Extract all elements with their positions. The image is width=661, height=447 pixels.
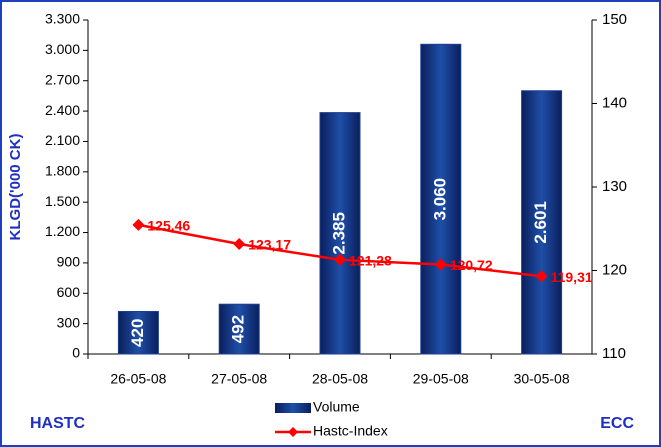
line-value-label: 125,46 bbox=[147, 218, 190, 234]
y2-tick-label: 150 bbox=[602, 11, 627, 28]
bar bbox=[521, 90, 563, 355]
y2-tick-label: 110 bbox=[602, 345, 626, 362]
bar-value-label: 492 bbox=[229, 315, 248, 343]
bar bbox=[420, 43, 462, 355]
point bbox=[434, 258, 447, 271]
y-tick-label: 2.700 bbox=[45, 71, 80, 87]
y-tick-label: 0 bbox=[72, 345, 80, 361]
y2-tick-label: 130 bbox=[602, 178, 627, 195]
legend-label: Hastc-Index bbox=[313, 423, 388, 439]
bar-value-label: 2.385 bbox=[329, 212, 348, 255]
bar bbox=[218, 303, 260, 355]
y-tick-label: 900 bbox=[57, 254, 81, 270]
legend-swatch bbox=[275, 403, 311, 413]
left-note: HASTC bbox=[30, 415, 86, 432]
bar bbox=[319, 112, 361, 355]
bar bbox=[117, 310, 159, 355]
point bbox=[535, 270, 548, 283]
x-tick-label: 30-05-08 bbox=[514, 371, 570, 387]
x-tick-label: 29-05-08 bbox=[413, 371, 469, 387]
line-value-label: 119,31 bbox=[551, 269, 593, 285]
bar-value-label: 3.060 bbox=[430, 178, 449, 221]
x-tick-label: 27-05-08 bbox=[211, 371, 267, 387]
y-tick-label: 1.500 bbox=[45, 193, 80, 209]
y-tick-label: 2.400 bbox=[45, 102, 80, 118]
y2-tick-label: 120 bbox=[602, 261, 627, 278]
line-value-label: 120,72 bbox=[450, 257, 493, 273]
point bbox=[233, 238, 246, 251]
bar-value-label: 2.601 bbox=[531, 201, 550, 244]
legend-label: Volume bbox=[313, 399, 360, 415]
y-axis-label: KLGD('000 CK) bbox=[7, 134, 24, 241]
point bbox=[334, 253, 346, 266]
line-value-label: 123,17 bbox=[248, 237, 291, 253]
y2-tick-label: 140 bbox=[602, 94, 627, 111]
y-tick-label: 600 bbox=[57, 284, 81, 300]
right-note: ECC bbox=[600, 415, 634, 432]
y-tick-label: 3.300 bbox=[45, 11, 80, 27]
y-tick-label: 1.800 bbox=[45, 163, 80, 179]
legend-swatch bbox=[288, 427, 298, 437]
bar-value-label: 420 bbox=[128, 319, 147, 347]
y-tick-label: 300 bbox=[57, 314, 81, 330]
y-tick-label: 2.100 bbox=[45, 132, 80, 148]
y-tick-label: 3.000 bbox=[45, 41, 80, 57]
y-tick-label: 1.200 bbox=[45, 223, 80, 239]
line-value-label: 121,28 bbox=[349, 253, 392, 269]
x-tick-label: 28-05-08 bbox=[312, 371, 368, 387]
point bbox=[132, 218, 145, 231]
x-tick-label: 26-05-08 bbox=[110, 371, 166, 387]
